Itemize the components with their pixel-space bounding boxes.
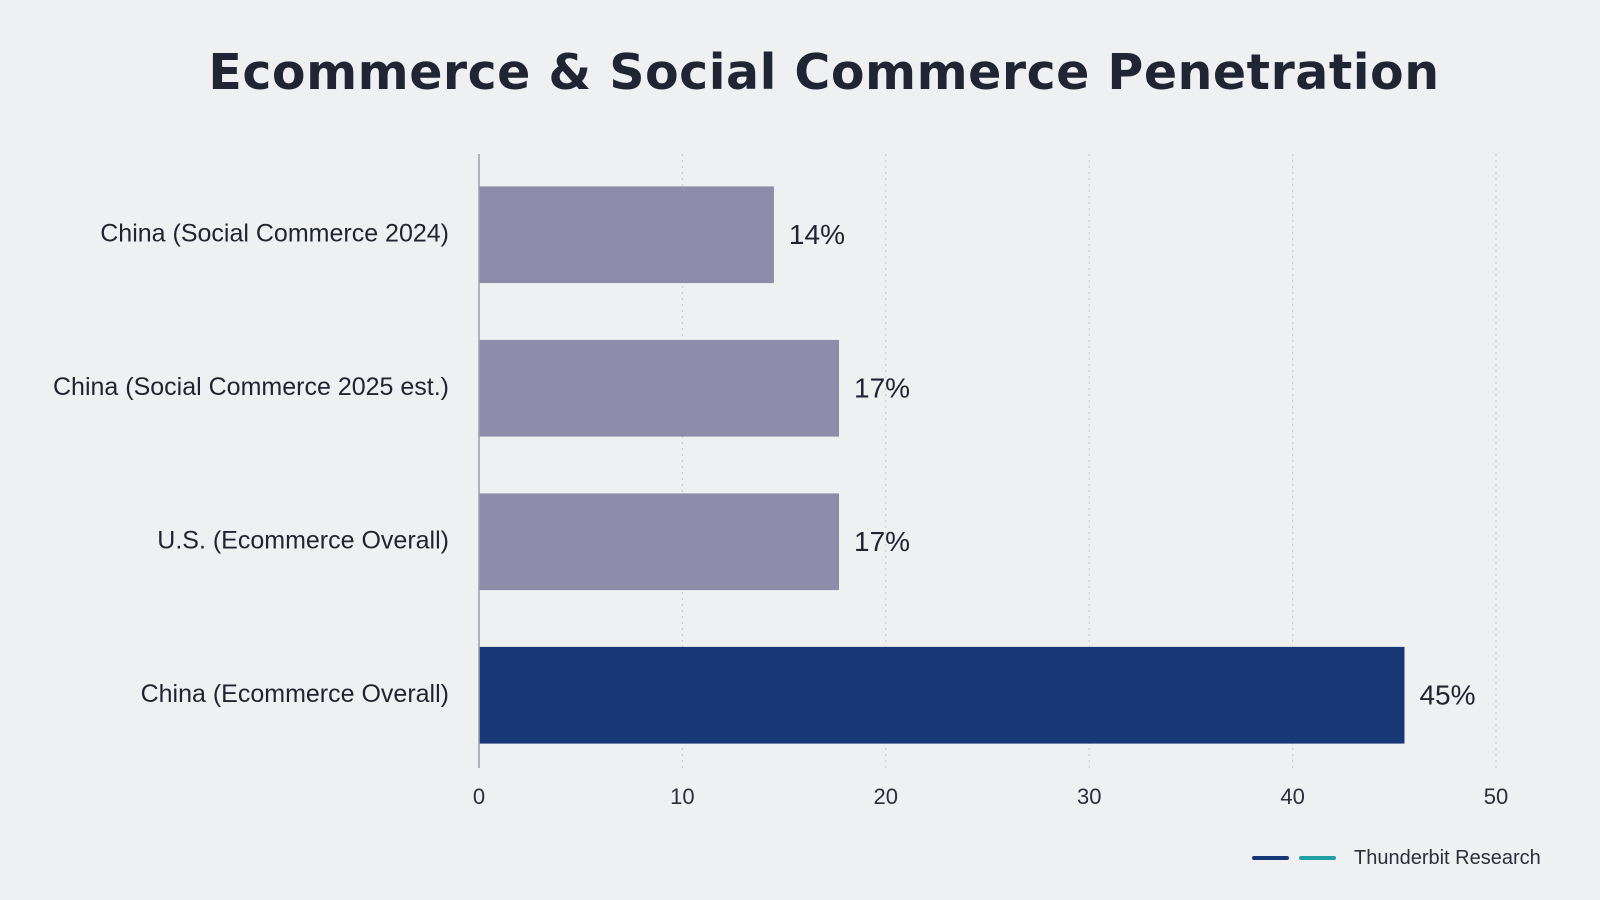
category-label-china-ecommerce-overall: China (Ecommerce Overall) — [141, 680, 449, 708]
value-label-china-social-commerce-2025-est: 17% — [854, 373, 910, 404]
chart-title: Ecommerce & Social Commerce Penetration — [208, 44, 1440, 101]
bar-china-social-commerce-2025-est — [479, 339, 840, 437]
category-label-u-s-ecommerce-overall: U.S. (Ecommerce Overall) — [157, 526, 449, 554]
value-labels: 14% 17% 17% 45% — [789, 219, 1476, 711]
bar-u-s-ecommerce-overall — [479, 493, 840, 591]
bar-china-ecommerce-overall — [479, 646, 1405, 744]
x-tick-label-30: 30 — [1077, 784, 1101, 809]
value-label-u-s-ecommerce-overall: 17% — [854, 526, 910, 557]
x-tick-labels: 0 10 20 30 40 50 — [473, 784, 1508, 809]
category-labels: China (Social Commerce 2024) China (Socia… — [53, 219, 449, 708]
source-swatch-teal — [1299, 856, 1336, 860]
x-tick-label-10: 10 — [670, 784, 694, 809]
x-tick-label-20: 20 — [874, 784, 898, 809]
source-swatch-navy — [1252, 856, 1289, 860]
x-tick-label-40: 40 — [1280, 784, 1304, 809]
x-tick-label-50: 50 — [1484, 784, 1508, 809]
bar-china-social-commerce-2024 — [479, 186, 774, 284]
source-legend: Thunderbit Research — [1252, 846, 1541, 870]
value-label-china-ecommerce-overall: 45% — [1419, 680, 1475, 711]
category-label-china-social-commerce-2025-est: China (Social Commerce 2025 est.) — [53, 373, 449, 401]
value-label-china-social-commerce-2024: 14% — [789, 219, 845, 250]
source-label: Thunderbit Research — [1354, 846, 1541, 869]
x-tick-label-0: 0 — [473, 784, 485, 809]
bars — [479, 186, 1405, 744]
category-label-china-social-commerce-2024: China (Social Commerce 2024) — [100, 219, 449, 247]
